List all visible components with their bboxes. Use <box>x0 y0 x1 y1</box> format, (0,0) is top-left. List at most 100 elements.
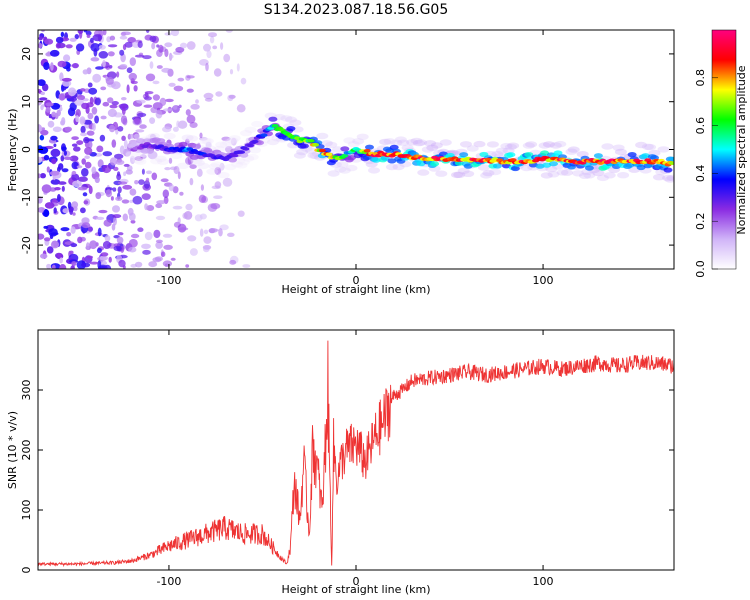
noise-blob <box>115 159 125 165</box>
noise-blob <box>98 51 109 59</box>
ridge-blob <box>235 162 248 169</box>
noise-blob <box>209 36 215 44</box>
ridge-blob <box>343 137 356 144</box>
colorbar-ticks: 0.0 0.2 0.4 0.6 0.8 <box>694 69 718 278</box>
noise-blob <box>119 35 128 40</box>
noise-blob <box>74 99 85 106</box>
noise-blob <box>156 200 166 205</box>
noise-blob <box>145 177 150 183</box>
noise-blob <box>189 164 197 170</box>
noise-blob <box>81 217 90 225</box>
y-tick-label: 10 <box>20 95 33 109</box>
noise-blob <box>168 184 175 192</box>
noise-blob <box>83 119 92 125</box>
noise-blob <box>91 166 97 174</box>
noise-blob <box>38 36 43 41</box>
ridge-blob <box>199 138 212 145</box>
noise-blob <box>62 208 69 214</box>
noise-blob <box>60 155 65 162</box>
noise-blob <box>71 136 79 141</box>
ridge-blob <box>612 144 625 151</box>
noise-blob <box>222 177 233 187</box>
noise-blob <box>225 30 233 33</box>
noise-blob <box>43 62 50 70</box>
colorbar-tick-label: 0.0 <box>694 260 707 278</box>
noise-blob <box>38 79 46 86</box>
ridge-blob <box>244 126 257 133</box>
noise-blob <box>83 136 90 144</box>
noise-blob <box>229 259 237 265</box>
noise-blob <box>112 187 117 192</box>
noise-blob <box>129 199 134 204</box>
noise-blob <box>94 97 101 106</box>
noise-blob <box>70 243 78 248</box>
noise-blob <box>150 106 158 114</box>
noise-blob <box>112 214 122 219</box>
noise-blob <box>111 223 116 231</box>
ridge-blob <box>318 148 326 153</box>
ridge-blob <box>210 161 223 168</box>
ridge-blob <box>237 158 250 166</box>
ridge-blob <box>540 172 553 179</box>
noise-blob <box>95 192 102 200</box>
ridge-blob <box>522 142 535 149</box>
noise-blob <box>187 235 197 242</box>
noise-blob <box>142 55 152 60</box>
noise-blob <box>117 186 122 194</box>
noise-blob <box>43 225 49 229</box>
noise-blob <box>90 43 100 52</box>
noise-blob <box>206 50 212 59</box>
noise-blob <box>155 203 163 209</box>
noise-blob <box>117 126 124 132</box>
noise-blob <box>134 116 141 125</box>
ridge-blob <box>653 174 665 181</box>
ridge-blob <box>320 140 333 147</box>
ridge-blob <box>242 147 250 151</box>
x-tick-label: 100 <box>533 274 554 287</box>
ridge-blob <box>641 143 654 150</box>
noise-blob <box>109 104 118 109</box>
ridge-blob <box>669 161 674 165</box>
noise-blob <box>178 227 189 231</box>
noise-blob <box>211 185 221 190</box>
noise-blob <box>44 38 54 45</box>
noise-blob <box>105 189 113 198</box>
noise-blob <box>113 245 122 252</box>
ridge-blob <box>224 163 237 171</box>
noise-blob <box>161 67 172 73</box>
noise-blob <box>92 122 96 131</box>
noise-blob <box>85 242 90 251</box>
noise-blob <box>186 75 195 79</box>
noise-blob <box>128 246 137 253</box>
ridge-blob <box>309 152 322 159</box>
noise-blob <box>119 49 125 56</box>
noise-blob <box>89 261 99 265</box>
noise-blob <box>144 91 154 95</box>
noise-blob <box>60 227 70 232</box>
noise-blob <box>64 126 72 132</box>
noise-blob <box>170 30 180 37</box>
ridge-blob <box>341 153 349 158</box>
ridge-blob <box>556 169 569 176</box>
noise-blob <box>185 264 190 268</box>
ridge-blob <box>593 153 603 159</box>
ridge-blob <box>636 164 646 171</box>
noise-blob <box>43 209 50 217</box>
ridge-blob <box>356 133 369 140</box>
noise-blob <box>151 42 156 50</box>
noise-blob <box>120 115 128 125</box>
noise-blob <box>163 244 173 250</box>
ridge-blob <box>561 169 573 176</box>
noise-blob <box>52 126 62 133</box>
ridge-blob <box>296 148 309 156</box>
y-tick-label: -10 <box>20 188 33 206</box>
y-tick-label: 100 <box>20 500 33 521</box>
noise-blob <box>102 101 110 107</box>
noise-blob <box>130 233 140 239</box>
noise-blob <box>177 217 181 225</box>
noise-blob <box>58 93 66 101</box>
noise-blob <box>149 35 157 42</box>
noise-blob <box>87 112 94 120</box>
y-tick-label: 0 <box>20 567 33 574</box>
y-tick-label: 0 <box>20 146 33 153</box>
